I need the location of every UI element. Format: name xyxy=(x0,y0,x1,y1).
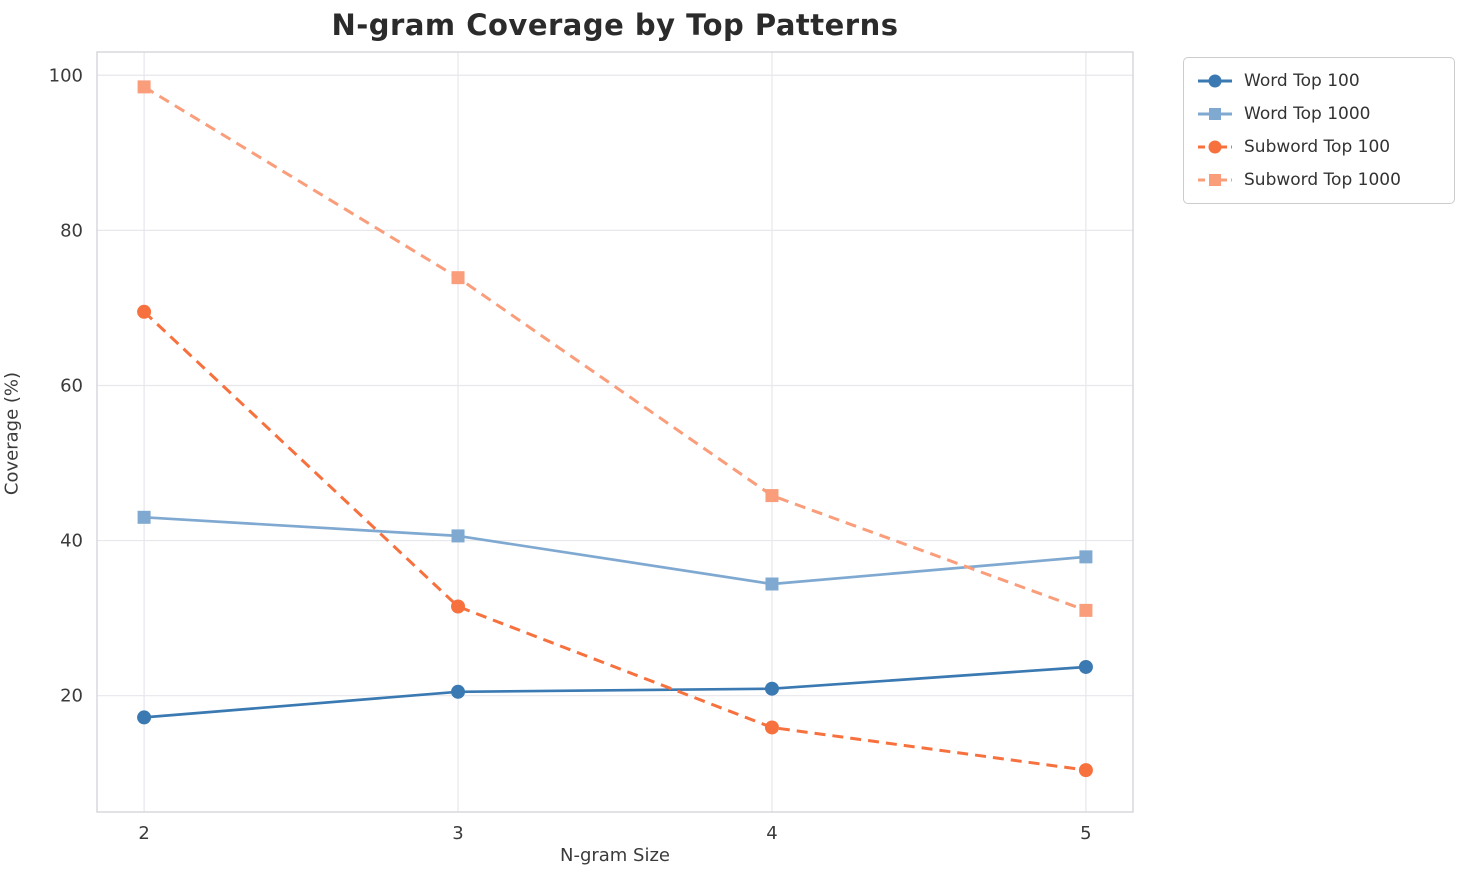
x-tick-label: 3 xyxy=(452,823,463,844)
chart-title: N-gram Coverage by Top Patterns xyxy=(331,8,899,42)
x-tick-label: 4 xyxy=(766,823,777,844)
legend-sample-marker xyxy=(1208,74,1222,88)
data-point-marker xyxy=(764,681,779,696)
plot-frame xyxy=(96,51,1134,813)
legend-sample-marker xyxy=(1208,140,1222,154)
data-point-marker xyxy=(451,599,466,614)
data-point-marker xyxy=(137,510,151,524)
legend-line-sample xyxy=(1198,74,1232,88)
data-point-marker xyxy=(765,489,779,503)
x-tick-label: 5 xyxy=(1080,823,1091,844)
legend-item-word-top-100: Word Top 100 xyxy=(1196,68,1440,94)
y-tick-label: 20 xyxy=(60,686,83,707)
data-point-marker xyxy=(451,529,465,543)
y-tick-label: 100 xyxy=(49,65,83,86)
legend-line-sample xyxy=(1198,174,1232,186)
data-point-marker xyxy=(137,80,151,94)
series-subword-top-100 xyxy=(137,304,1093,778)
x-tick-label: 2 xyxy=(138,823,149,844)
series-word-top-1000 xyxy=(137,510,1093,591)
series-line xyxy=(144,515,1087,586)
legend-item-subword-top-1000: Subword Top 1000 xyxy=(1196,167,1440,193)
series-word-top-100 xyxy=(137,659,1093,725)
data-point-marker xyxy=(765,577,779,591)
legend-label: Subword Top 100 xyxy=(1244,137,1391,157)
tick-labels: 20 40 60 80 100 2 3 4 5 xyxy=(49,65,1092,844)
data-point-marker xyxy=(1079,603,1093,617)
data-point-marker xyxy=(137,710,152,725)
data-point-marker xyxy=(451,684,466,699)
x-axis-label: N-gram Size xyxy=(559,845,671,866)
grid-lines xyxy=(97,52,1133,812)
series-line xyxy=(143,665,1086,719)
legend-item-subword-top-100: Subword Top 100 xyxy=(1196,134,1440,160)
data-point-marker xyxy=(451,271,465,285)
y-axis-label: Coverage (%) xyxy=(1,371,23,496)
data-point-marker xyxy=(764,720,779,735)
legend-sample-marker xyxy=(1209,108,1221,120)
data-point-marker xyxy=(137,304,152,319)
legend-label: Word Top 100 xyxy=(1244,71,1360,91)
legend-line-sample xyxy=(1198,140,1232,154)
data-point-marker xyxy=(1079,550,1093,564)
legend-item-word-top-1000: Word Top 1000 xyxy=(1196,101,1440,127)
legend: Word Top 100 Word Top 1000 Subword Top 100… xyxy=(1183,57,1455,204)
y-tick-label: 60 xyxy=(60,375,83,396)
series-line xyxy=(143,310,1087,772)
legend-label: Subword Top 1000 xyxy=(1244,170,1401,190)
data-point-marker xyxy=(1078,763,1093,778)
y-tick-label: 40 xyxy=(60,531,83,552)
series-line xyxy=(143,85,1087,612)
legend-line-sample xyxy=(1198,108,1232,120)
legend-label: Word Top 1000 xyxy=(1244,104,1371,124)
y-tick-label: 80 xyxy=(60,220,83,241)
legend-sample-marker xyxy=(1209,174,1221,186)
series-subword-top-1000 xyxy=(137,80,1093,617)
data-point-marker xyxy=(1078,659,1093,674)
